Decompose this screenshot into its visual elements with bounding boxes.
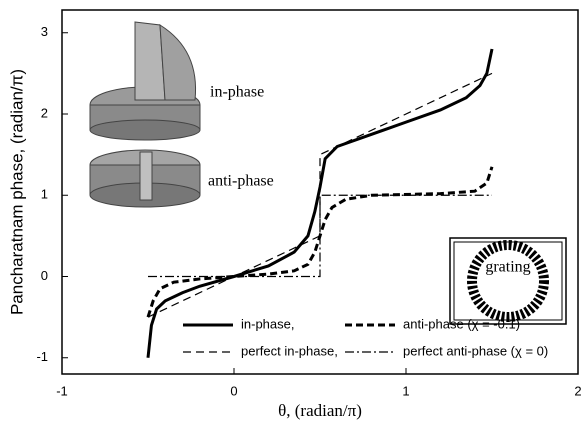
annotation: in-phase — [210, 84, 264, 101]
y-axis-title: Pancharatnam phase, (radian/π) — [7, 69, 26, 315]
legend-label: perfect in-phase, — [241, 343, 338, 358]
grating-illustration — [450, 238, 566, 324]
y-tick-label: 1 — [41, 187, 48, 202]
legend-label: perfect anti-phase (χ = 0) — [403, 343, 548, 358]
anti-phase-illustration — [90, 150, 200, 207]
chart: in-phase anti-phase grating θ, (radian/π… — [0, 0, 582, 432]
legend-label: anti-phase (χ = -0.1) — [403, 316, 520, 331]
x-tick-label: 2 — [574, 383, 581, 398]
y-tick-label: 0 — [41, 268, 48, 283]
x-tick-label: 1 — [402, 383, 409, 398]
y-tick-label: 3 — [41, 24, 48, 39]
in-phase-illustration — [90, 22, 200, 140]
y-tick-label: -1 — [36, 349, 48, 364]
annotation: anti-phase — [208, 173, 274, 190]
x-tick-label: -1 — [56, 383, 68, 398]
x-axis-title: θ, (radian/π) — [278, 401, 362, 420]
series-line — [148, 195, 492, 276]
annotation: grating — [485, 259, 530, 276]
x-tick-label: 0 — [230, 383, 237, 398]
y-tick-label: 2 — [41, 105, 48, 120]
legend-label: in-phase, — [241, 316, 294, 331]
